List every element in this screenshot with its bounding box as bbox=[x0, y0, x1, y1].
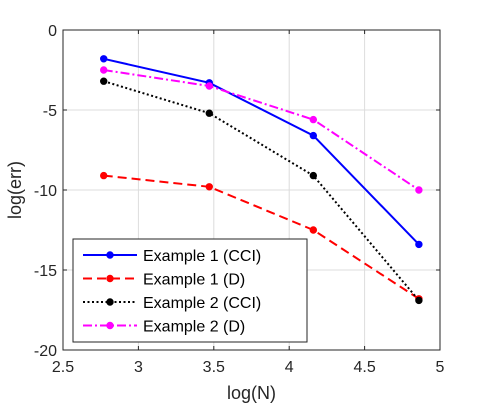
data-point bbox=[309, 115, 318, 124]
y-tick-label: -20 bbox=[34, 343, 57, 360]
legend-label: Example 1 (CCI) bbox=[143, 248, 261, 265]
series-lines bbox=[100, 55, 423, 305]
x-axis-label: log(N) bbox=[227, 383, 276, 403]
data-point bbox=[309, 171, 318, 180]
data-point bbox=[100, 55, 108, 63]
series-line bbox=[103, 69, 420, 191]
legend-marker bbox=[106, 321, 114, 330]
data-point bbox=[205, 82, 213, 90]
x-tick-label: 2.5 bbox=[52, 359, 74, 376]
data-point bbox=[100, 77, 108, 85]
data-point bbox=[309, 131, 318, 140]
series-line bbox=[103, 80, 420, 302]
x-tick-label: 3.5 bbox=[203, 359, 225, 376]
series-line bbox=[103, 174, 420, 300]
y-tick-label: -5 bbox=[43, 103, 57, 120]
series-line bbox=[103, 57, 420, 246]
x-tick-label: 5 bbox=[436, 359, 445, 376]
legend-label: Example 1 (D) bbox=[143, 272, 245, 289]
x-tick-label: 4 bbox=[285, 359, 294, 376]
axis-ticks: 2.5 3 3.5 4 4.5 5 -20 -15 -10 -5 0 bbox=[34, 23, 445, 376]
y-axis-label: log(err) bbox=[5, 161, 25, 219]
y-tick-label: 0 bbox=[48, 23, 57, 40]
y-tick-label: -10 bbox=[34, 183, 57, 200]
legend-marker bbox=[106, 274, 114, 283]
data-point bbox=[205, 183, 213, 191]
data-point bbox=[415, 296, 423, 305]
data-point bbox=[205, 109, 213, 117]
legend-label: Example 2 (CCI) bbox=[143, 295, 261, 312]
data-point bbox=[309, 226, 318, 234]
x-tick-label: 4.5 bbox=[353, 359, 375, 376]
data-point bbox=[100, 66, 108, 74]
data-point bbox=[415, 186, 423, 194]
y-tick-label: -15 bbox=[34, 263, 57, 280]
legend-marker bbox=[106, 298, 114, 306]
legend: Example 1 (CCI) Example 1 (D) Example 2 (C… bbox=[72, 238, 308, 343]
x-tick-label: 3 bbox=[134, 359, 143, 376]
data-point bbox=[415, 240, 423, 249]
legend-marker bbox=[106, 251, 114, 259]
data-point bbox=[100, 171, 108, 180]
legend-label: Example 2 (D) bbox=[143, 319, 245, 336]
